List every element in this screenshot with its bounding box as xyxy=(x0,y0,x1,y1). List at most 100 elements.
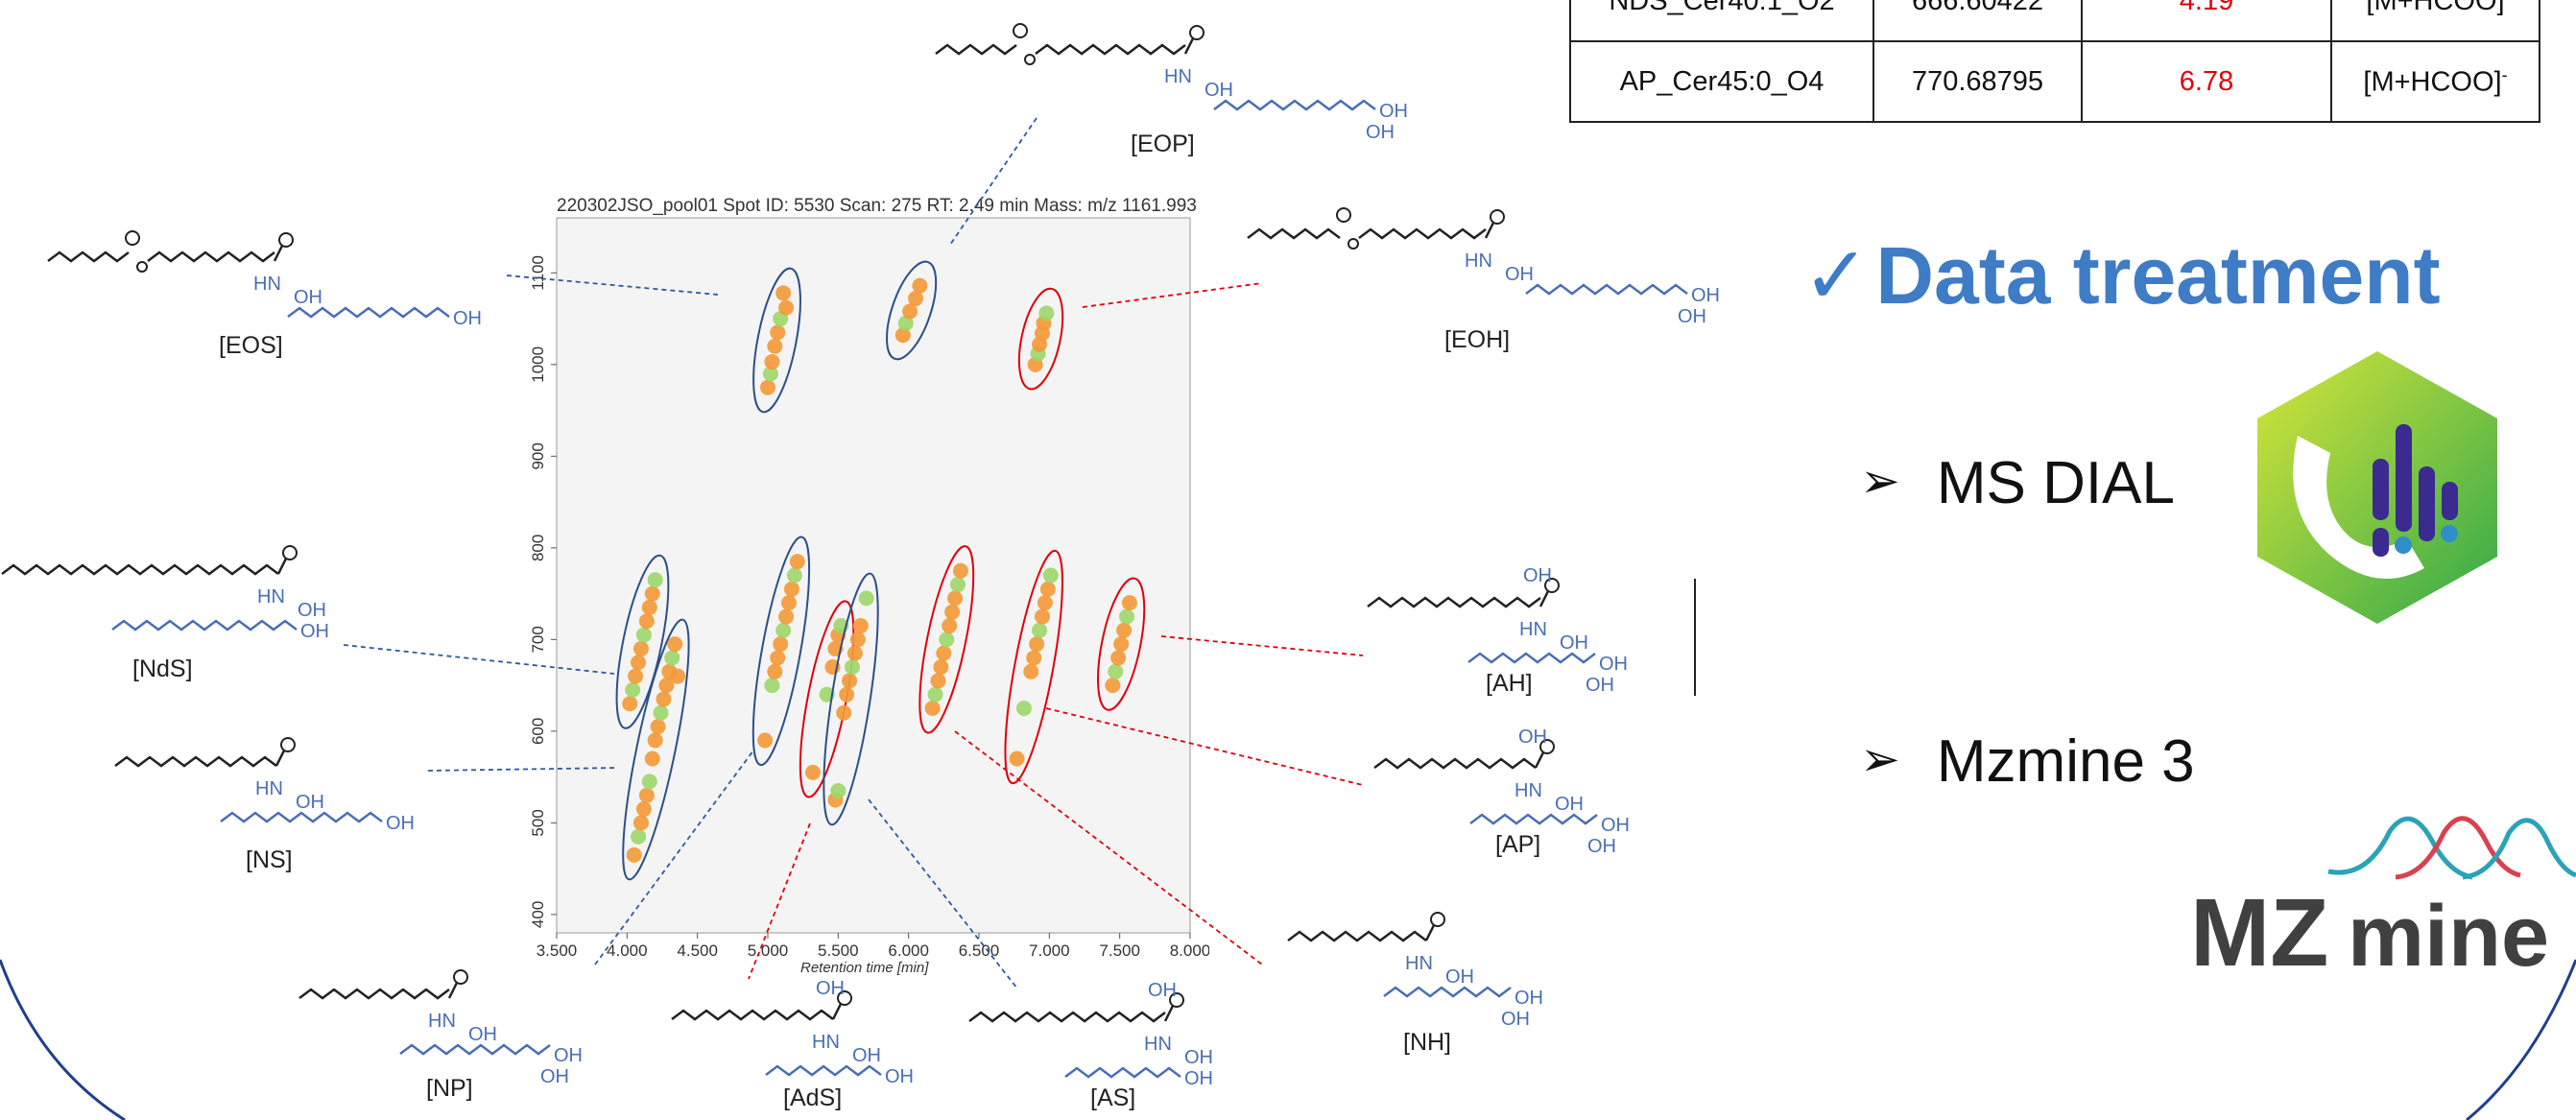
oxygen-atom xyxy=(1544,578,1560,593)
oxygen-atom xyxy=(1348,238,1359,250)
atom-label: OH xyxy=(1560,632,1588,654)
oxygen-atom xyxy=(1430,912,1445,927)
atom-label: OH xyxy=(1184,1068,1213,1089)
connector-line xyxy=(427,767,619,772)
atom-label: HN xyxy=(812,1032,840,1053)
data-point xyxy=(650,719,666,735)
atom-label: OH xyxy=(885,1066,914,1087)
oxygen-atom xyxy=(1169,992,1184,1008)
atom-label: OH xyxy=(1587,836,1616,857)
y-tick-label: 900 xyxy=(529,442,547,469)
carbon-chain xyxy=(147,250,275,263)
label-as: [AS] xyxy=(1090,1084,1136,1111)
mzmine-logo: MZ mine xyxy=(2190,816,2576,987)
atom-label: OH xyxy=(1691,285,1720,306)
data-point xyxy=(773,636,789,653)
atom-label: OH xyxy=(468,1024,497,1045)
atom-label: HN xyxy=(1465,250,1492,272)
data-point xyxy=(1039,581,1056,597)
data-point xyxy=(628,668,644,684)
data-point xyxy=(631,655,647,671)
cluster-outline-eoh xyxy=(1017,287,1064,391)
x-tick-label: 4.000 xyxy=(607,941,648,960)
cluster-outline-np xyxy=(751,536,811,767)
table-cell-value: 4.19 xyxy=(2081,0,2332,42)
y-tick-label: 1000 xyxy=(529,346,547,383)
atom-label: OH xyxy=(1184,1047,1213,1068)
label-np: [NP] xyxy=(426,1075,473,1102)
y-tick-label: 400 xyxy=(529,901,547,928)
y-tick-label: 600 xyxy=(529,718,547,745)
data-point xyxy=(944,604,961,620)
table-cell-adduct: [M+HCOO] xyxy=(2330,0,2540,42)
carbon-chain xyxy=(1,563,279,576)
atom-label: OH xyxy=(298,600,326,621)
data-point xyxy=(658,678,675,694)
connector-line xyxy=(868,798,1018,989)
data-point xyxy=(1042,567,1059,584)
carbon-chain xyxy=(111,619,298,631)
carbon-chain xyxy=(298,988,450,1000)
data-point xyxy=(836,704,852,721)
cluster-outline-eop xyxy=(886,260,938,361)
table-cell-name: AP_Cer45:0_O4 xyxy=(1569,40,1874,123)
label-nds: [NdS] xyxy=(132,655,193,682)
oxygen-atom xyxy=(453,969,468,985)
label-ah: [AH] xyxy=(1486,670,1533,697)
label-nh: [NH] xyxy=(1403,1029,1451,1056)
connector-line xyxy=(1082,282,1263,308)
data-point xyxy=(927,686,943,703)
cluster-outline-nh xyxy=(1097,577,1146,711)
label-ns: [NS] xyxy=(246,846,293,873)
data-point xyxy=(633,815,649,831)
carbonyl-bond xyxy=(274,750,286,767)
data-point xyxy=(757,732,774,749)
table-cell-mass: 770.68795 xyxy=(1872,40,2083,123)
mzmine-logo-mine: mine xyxy=(2348,889,2549,985)
label-eoh: [EOH] xyxy=(1444,326,1511,353)
carbonyl-bond xyxy=(447,982,459,999)
table-row: AP_Cer45:0_O4 770.68795 6.78 [M+HCOO]- xyxy=(1569,40,2540,123)
data-point xyxy=(852,618,869,634)
data-point xyxy=(786,567,802,584)
cluster-outline-ads xyxy=(799,600,855,798)
tool-mzmine: ➢ Mzmine 3 xyxy=(1860,727,2195,796)
atom-label: OH xyxy=(300,621,329,642)
oxygen-atom xyxy=(278,232,294,248)
data-point xyxy=(936,645,952,661)
arrow-bullet-icon: ➢ xyxy=(1860,454,1900,508)
oxygen-atom xyxy=(1336,207,1351,223)
carbon-chain xyxy=(1383,986,1512,998)
data-point xyxy=(764,353,780,369)
carbon-chain xyxy=(1367,596,1541,608)
data-point xyxy=(635,627,652,643)
data-point xyxy=(804,764,821,780)
atom-label: OH xyxy=(1599,654,1628,675)
table-cell-adduct: [M+HCOO]- xyxy=(2330,40,2540,123)
atom-label: OH xyxy=(1501,1009,1530,1030)
atom-label: OH xyxy=(1205,80,1233,101)
data-point xyxy=(644,751,660,767)
atom-label: OH xyxy=(296,792,324,813)
data-point xyxy=(1038,305,1055,322)
atom-label: OH xyxy=(1505,264,1534,285)
data-point xyxy=(641,599,657,615)
data-point xyxy=(626,846,642,863)
data-point xyxy=(638,613,655,630)
carbon-chain xyxy=(1373,757,1537,770)
atom-label: HN xyxy=(1405,953,1433,974)
atom-label: HN xyxy=(1164,66,1192,87)
atom-label: HN xyxy=(1515,780,1542,801)
carbon-chain xyxy=(1358,227,1487,240)
data-point xyxy=(1113,636,1130,653)
tool-name: Mzmine 3 xyxy=(1936,728,2195,795)
oxygen-atom xyxy=(280,737,296,752)
data-point xyxy=(1108,663,1124,679)
atom-label: HN xyxy=(428,1011,456,1032)
data-point xyxy=(783,581,799,597)
atom-label: OH xyxy=(1366,122,1395,143)
data-point xyxy=(1119,608,1134,625)
chart-x-axis-label: Retention time [min] xyxy=(800,960,929,976)
data-point xyxy=(781,595,797,611)
x-tick-label: 6.000 xyxy=(888,941,929,960)
